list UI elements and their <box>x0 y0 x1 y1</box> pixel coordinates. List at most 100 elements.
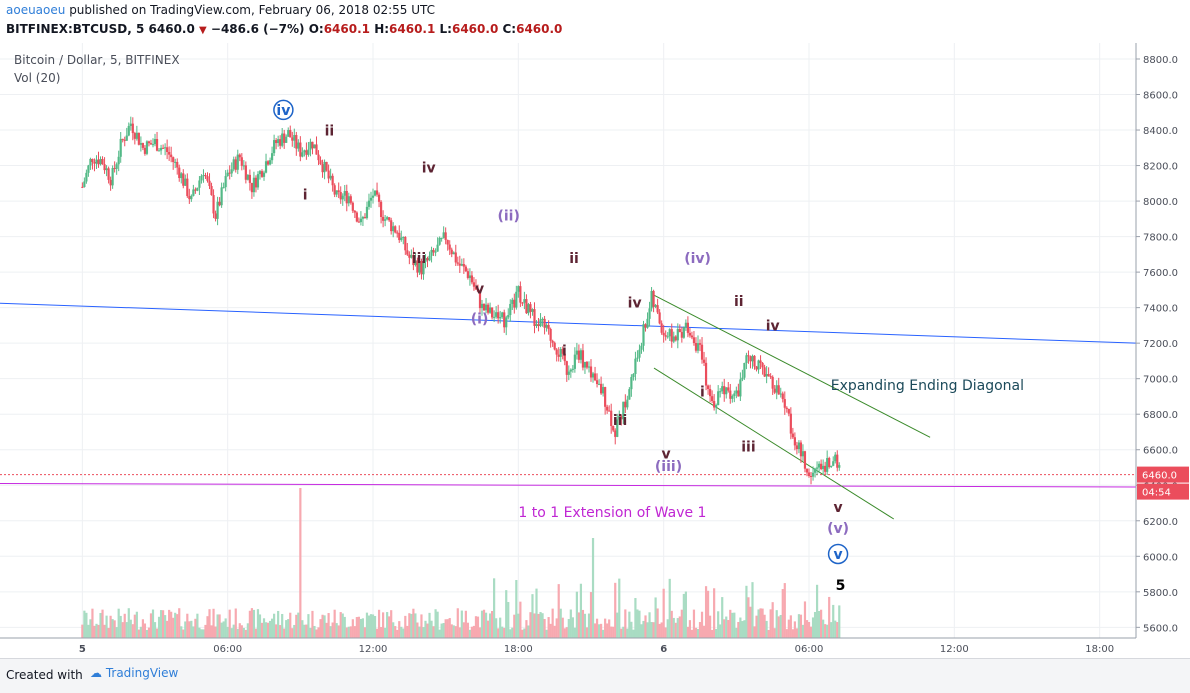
line-trend <box>0 302 1137 344</box>
volume-bar <box>484 612 488 638</box>
volume-bar <box>311 610 314 638</box>
candle-body <box>299 142 302 157</box>
candle-body <box>826 458 829 472</box>
volume-bar <box>604 618 607 638</box>
volume-bar <box>587 613 591 638</box>
volume-bar <box>761 608 764 638</box>
volume-bar <box>561 617 564 638</box>
candle-body <box>145 141 149 154</box>
volume-bar <box>499 617 502 638</box>
candle-body <box>824 465 827 472</box>
candle-body <box>462 264 465 267</box>
volume-bar <box>725 616 728 638</box>
volume-bar <box>99 612 102 638</box>
candle-body <box>301 152 304 157</box>
volume-bar <box>624 609 627 638</box>
candle-body <box>507 315 510 318</box>
candle-body <box>721 386 724 392</box>
volume-bar <box>105 615 108 638</box>
volume-bar <box>551 608 554 638</box>
volume-bar <box>801 624 805 638</box>
volume-bar <box>709 615 712 638</box>
volume-bar <box>414 613 417 638</box>
volume-bar <box>773 628 776 638</box>
volume-bar <box>462 622 465 638</box>
volume-bar <box>474 616 478 638</box>
volume-bar <box>222 621 225 638</box>
candle-body <box>486 304 490 313</box>
volume-bar <box>331 622 334 638</box>
candle-body <box>182 173 185 186</box>
candle-body <box>406 250 409 255</box>
wave-label: (ii) <box>497 209 519 225</box>
volume-bar <box>85 612 88 638</box>
candle-body <box>513 299 516 308</box>
candle-body <box>551 340 554 343</box>
candle-body <box>303 150 306 153</box>
candle-body <box>432 249 435 253</box>
volume-bar <box>212 608 215 638</box>
volume-bar <box>517 613 520 638</box>
candle-body <box>622 401 625 420</box>
candle-body <box>367 200 371 207</box>
volume-bar <box>501 626 504 638</box>
candle-body <box>111 168 114 186</box>
candle-body <box>369 197 373 201</box>
volume-bar <box>422 627 425 638</box>
candle-body <box>626 399 629 408</box>
volume-bar <box>458 627 461 638</box>
volume-bar <box>317 627 320 638</box>
volume-bar <box>626 628 629 638</box>
volume-bar <box>608 619 611 638</box>
volume-bar <box>731 612 734 638</box>
candle-body <box>325 161 328 171</box>
author-link[interactable]: aoeuaoeu <box>6 3 66 17</box>
candle-body <box>587 366 591 368</box>
candle-body <box>678 329 681 333</box>
candle-body <box>725 387 728 395</box>
candle-body <box>176 161 179 168</box>
candle-body <box>495 312 498 317</box>
candle-body <box>612 426 615 431</box>
volume-bar <box>527 625 530 638</box>
volume-bar <box>194 618 197 638</box>
volume-bar <box>224 618 227 638</box>
volume-bar <box>279 625 282 638</box>
candle-body <box>567 371 570 375</box>
volume-bar <box>273 613 276 638</box>
candle-body <box>745 355 748 363</box>
volume-bar <box>553 625 556 638</box>
volume-bar <box>365 612 369 638</box>
last-price: 6460.0 <box>148 22 195 36</box>
volume-bar <box>799 614 803 638</box>
volume-bar <box>547 617 550 638</box>
volume-bar <box>640 624 643 638</box>
wave-labels: iviiiiviii(ii)v(i)iiiiviii(iv)v(iii)iiii… <box>273 99 849 594</box>
volume-bar <box>826 624 829 638</box>
candle-body <box>400 237 403 241</box>
volume-bar <box>503 627 506 638</box>
tradingview-link[interactable]: ☁ TradingView <box>90 666 178 680</box>
candle-body <box>709 389 712 397</box>
candle-body <box>313 144 316 149</box>
volume-bar <box>256 609 260 638</box>
volume-bar <box>741 621 744 638</box>
volume-bar <box>535 588 538 638</box>
candle-body <box>569 369 572 372</box>
wave-label: iv <box>766 319 780 335</box>
volume-bar <box>220 622 223 638</box>
volume-bar <box>636 609 639 638</box>
candle-body <box>317 154 320 161</box>
volume-bar <box>420 614 423 638</box>
volume-bar <box>262 618 266 638</box>
volume-bar <box>404 615 407 638</box>
volume-bar <box>509 629 512 638</box>
candle-body <box>577 350 580 360</box>
volume-bar <box>646 622 649 638</box>
high-label: H: <box>374 22 390 36</box>
candle-body <box>791 433 794 438</box>
candle-body <box>595 380 599 385</box>
price-change: −486.6 (−7%) <box>210 22 305 36</box>
volume-bar <box>315 629 318 638</box>
